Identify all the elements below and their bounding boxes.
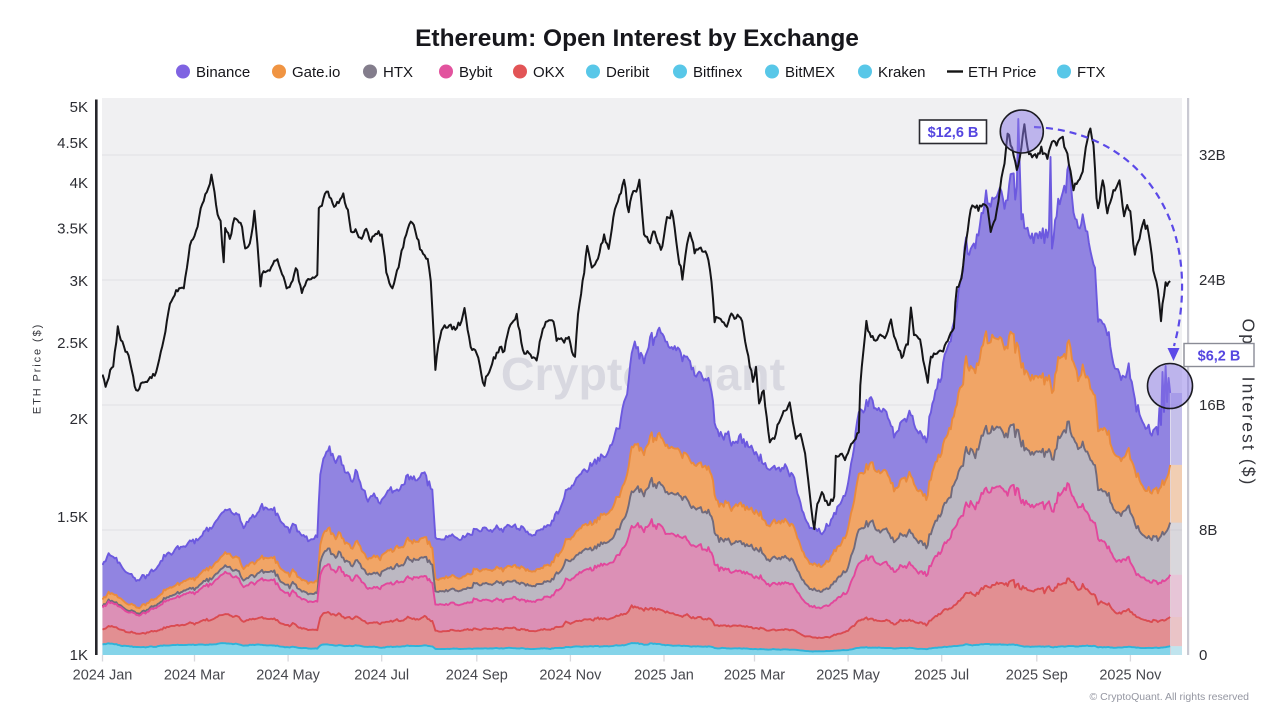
svg-text:2024 May: 2024 May (256, 668, 320, 684)
svg-text:$12,6 B: $12,6 B (928, 125, 979, 141)
svg-text:1.5K: 1.5K (57, 509, 88, 526)
svg-text:16B: 16B (1199, 397, 1226, 414)
svg-text:1K: 1K (70, 647, 88, 664)
svg-text:3K: 3K (70, 273, 88, 290)
svg-text:2024 Mar: 2024 Mar (164, 668, 225, 684)
svg-text:5K: 5K (70, 99, 88, 116)
svg-text:2024 Jul: 2024 Jul (354, 668, 409, 684)
svg-text:HTX: HTX (383, 64, 413, 81)
svg-text:2025 Sep: 2025 Sep (1006, 668, 1068, 684)
svg-text:ETH Price: ETH Price (968, 64, 1036, 81)
svg-text:2025 Mar: 2025 Mar (724, 668, 785, 684)
svg-text:8B: 8B (1199, 522, 1217, 539)
svg-text:2024 Nov: 2024 Nov (539, 668, 602, 684)
svg-text:0: 0 (1199, 647, 1207, 664)
svg-text:2025 Jul: 2025 Jul (914, 668, 969, 684)
svg-text:Bitfinex: Bitfinex (693, 64, 743, 81)
svg-text:2K: 2K (70, 411, 88, 428)
svg-text:FTX: FTX (1077, 64, 1105, 81)
svg-text:ETH Price ($): ETH Price ($) (32, 323, 44, 414)
svg-text:2025 May: 2025 May (816, 668, 880, 684)
svg-text:$6,2 B: $6,2 B (1198, 349, 1241, 365)
svg-text:32B: 32B (1199, 147, 1226, 164)
svg-text:2.5K: 2.5K (57, 335, 88, 352)
svg-text:2025 Nov: 2025 Nov (1099, 668, 1162, 684)
svg-text:2025 Jan: 2025 Jan (634, 668, 694, 684)
svg-text:Kraken: Kraken (878, 64, 926, 81)
svg-text:Gate.io: Gate.io (292, 64, 340, 81)
svg-text:4.5K: 4.5K (57, 135, 88, 152)
svg-text:Ethereum: Open Interest by Exc: Ethereum: Open Interest by Exchange (415, 25, 859, 52)
svg-text:OKX: OKX (533, 64, 565, 81)
svg-text:Deribit: Deribit (606, 64, 650, 81)
svg-text:© CryptoQuant. All rights rese: © CryptoQuant. All rights reserved (1090, 691, 1250, 703)
svg-text:4K: 4K (70, 175, 88, 192)
svg-text:Bybit: Bybit (459, 64, 493, 81)
svg-text:Binance: Binance (196, 64, 250, 81)
svg-text:BitMEX: BitMEX (785, 64, 835, 81)
svg-text:2024 Jan: 2024 Jan (73, 668, 133, 684)
svg-text:24B: 24B (1199, 272, 1226, 289)
svg-text:2024 Sep: 2024 Sep (446, 668, 508, 684)
svg-text:3.5K: 3.5K (57, 221, 88, 238)
